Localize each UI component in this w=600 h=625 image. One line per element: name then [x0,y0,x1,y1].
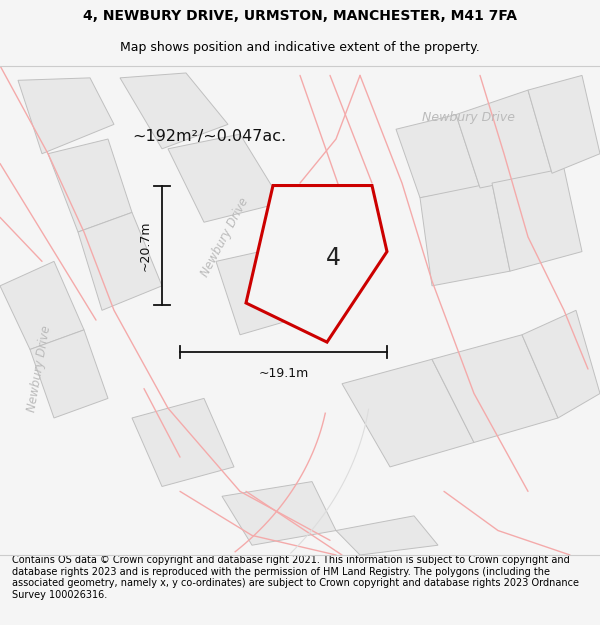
Polygon shape [48,139,132,232]
Polygon shape [78,213,162,310]
Polygon shape [216,247,324,335]
Text: Newbury Drive: Newbury Drive [199,195,251,279]
Polygon shape [492,168,582,271]
Polygon shape [168,134,282,222]
Text: Contains OS data © Crown copyright and database right 2021. This information is : Contains OS data © Crown copyright and d… [12,555,579,600]
Polygon shape [222,482,336,545]
Text: 4: 4 [326,246,341,271]
Polygon shape [432,335,558,442]
Polygon shape [420,183,510,286]
Polygon shape [456,90,552,188]
Polygon shape [120,73,228,149]
Polygon shape [528,76,600,173]
Text: ~192m²/~0.047ac.: ~192m²/~0.047ac. [132,129,286,144]
Polygon shape [396,114,480,198]
Text: Newbury Drive: Newbury Drive [421,111,515,124]
Text: Newbury Drive: Newbury Drive [25,325,53,413]
Text: 4, NEWBURY DRIVE, URMSTON, MANCHESTER, M41 7FA: 4, NEWBURY DRIVE, URMSTON, MANCHESTER, M… [83,9,517,22]
Polygon shape [30,330,108,418]
Text: ~19.1m: ~19.1m [259,368,308,381]
Polygon shape [342,359,474,467]
Polygon shape [132,398,234,486]
Polygon shape [336,516,438,555]
Polygon shape [246,186,387,342]
Polygon shape [522,310,600,418]
Text: Map shows position and indicative extent of the property.: Map shows position and indicative extent… [120,41,480,54]
Polygon shape [18,78,114,154]
Text: ~20.7m: ~20.7m [139,220,152,271]
Polygon shape [0,261,84,349]
